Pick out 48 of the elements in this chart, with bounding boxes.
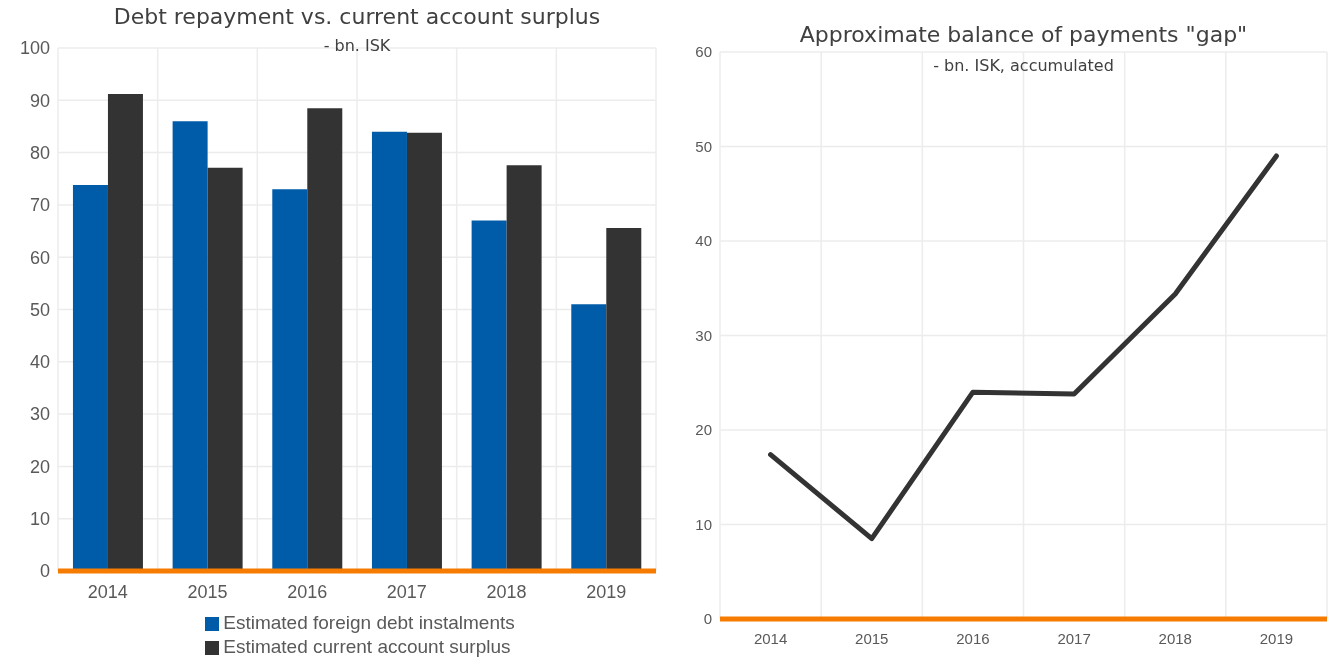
bar [307,108,343,571]
y-tick-label: 80 [29,142,50,163]
y-tick-label: 10 [29,509,50,530]
bar [207,167,243,571]
bar [371,131,407,571]
bar [506,165,542,571]
x-tick-label: 2017 [386,581,427,602]
bar [471,220,507,571]
legend-label: Estimated current account surplus [223,636,511,657]
y-tick-label: 0 [703,610,712,628]
y-tick-label: 30 [695,326,712,344]
bar [406,132,442,571]
y-tick-label: 90 [29,90,50,111]
chart-title: Approximate balance of payments "gap" [798,22,1249,47]
x-tick-label: 2017 [1057,629,1091,647]
y-tick-label: 100 [19,38,50,59]
x-tick-label: 2018 [1158,629,1192,647]
y-tick-label: 40 [695,232,712,250]
y-tick-label: 20 [695,421,712,439]
y-tick-label: 40 [29,352,50,373]
y-tick-label: 60 [29,247,50,268]
x-tick-label: 2015 [187,581,228,602]
x-tick-label: 2016 [956,629,990,647]
x-tick-label: 2015 [855,629,889,647]
chart-subtitle: - bn. ISK [322,36,392,55]
x-tick-label: 2014 [87,581,128,602]
x-tick-label: 2019 [586,581,627,602]
bar [107,94,143,571]
y-tick-label: 0 [39,561,50,582]
y-tick-label: 60 [695,43,712,61]
x-tick-label: 2016 [287,581,328,602]
y-tick-label: 20 [29,456,50,477]
y-tick-label: 70 [29,195,50,216]
chart-title: Debt repayment vs. current account surplus [112,4,602,29]
x-tick-label: 2014 [753,629,788,647]
x-tick-label: 2018 [486,581,527,602]
bar [606,227,642,571]
bar [571,304,607,571]
y-tick-label: 30 [29,404,50,425]
bar [172,121,208,571]
bar [72,185,108,571]
y-tick-label: 50 [695,137,712,155]
x-tick-label: 2019 [1259,629,1294,647]
y-tick-label: 50 [29,299,50,320]
bar [272,189,308,571]
legend-label: Estimated foreign debt instalments [223,612,515,633]
chart-subtitle: - bn. ISK, accumulated [932,56,1115,75]
y-tick-label: 10 [695,515,712,533]
